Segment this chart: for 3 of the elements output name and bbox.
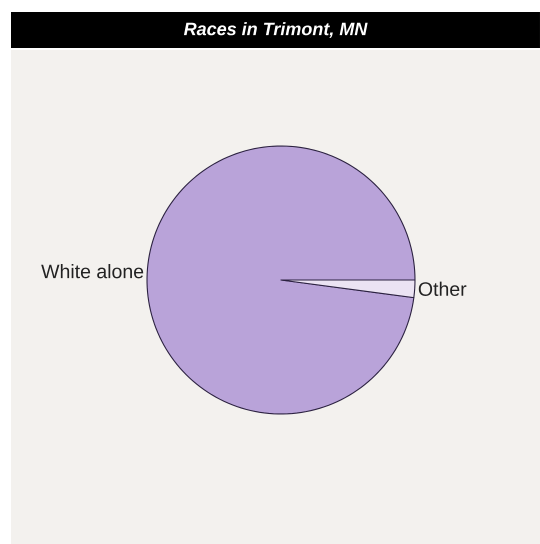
slice-label: Other [418, 282, 466, 296]
chart-title: Races in Trimont, MN [184, 22, 368, 38]
slice-label: White alone [41, 264, 144, 278]
